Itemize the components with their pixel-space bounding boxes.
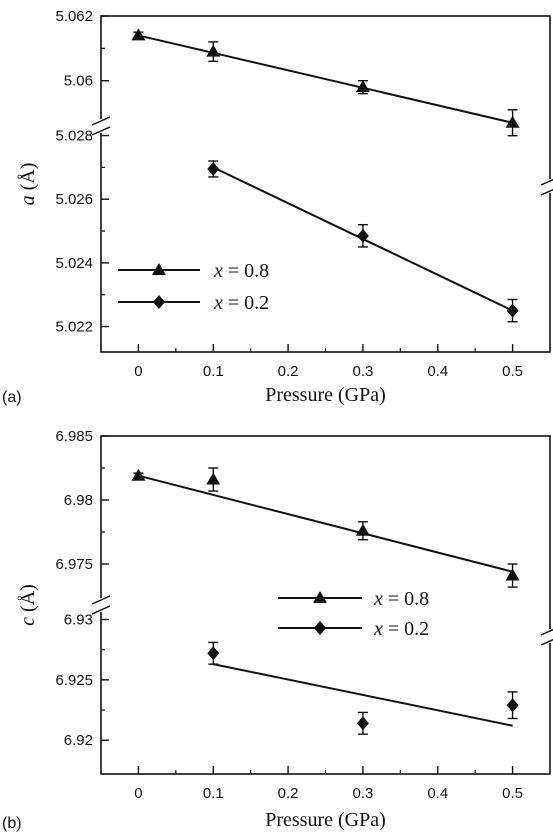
- legend-label: x = 0.8: [373, 588, 429, 610]
- data-point: [206, 472, 221, 485]
- y-tick-label: 5.062: [55, 8, 93, 25]
- data-point: [355, 523, 370, 536]
- x-tick-label: 0.4: [427, 785, 448, 802]
- data-point: [131, 28, 146, 41]
- y-tick-label: 6.93: [64, 611, 93, 628]
- data-point: [207, 161, 220, 176]
- y-tick-label: 5.028: [55, 128, 93, 145]
- axis-break-left-line: [91, 126, 111, 136]
- x-tick-label: 0.2: [278, 785, 299, 802]
- x-axis-title: Pressure (GPa): [265, 809, 386, 831]
- axis-break-right-gap: [542, 179, 553, 193]
- x-tick-label: 0.4: [427, 363, 448, 380]
- y-axis-title-variable: c: [17, 617, 39, 626]
- y-tick-label: 6.92: [64, 732, 93, 749]
- legend-label-variable: x: [373, 588, 383, 610]
- y-tick-label: 6.975: [55, 556, 93, 573]
- y-tick-label: 5.06: [64, 73, 93, 90]
- axis-break-right-line: [540, 178, 553, 186]
- data-point: [506, 303, 519, 318]
- y-axis-title-unit: (Å): [17, 163, 39, 196]
- axis-break-left-line: [91, 595, 111, 605]
- y-axis-title: a (Å): [17, 163, 39, 206]
- legend-label: x = 0.8: [213, 260, 269, 282]
- data-point: [356, 228, 369, 243]
- x-tick-label: 0: [134, 785, 142, 802]
- axis-break-right-line: [540, 638, 553, 646]
- data-point: [505, 115, 520, 128]
- y-tick-label: 5.026: [55, 191, 93, 208]
- y-tick-label: 6.925: [55, 672, 93, 689]
- series-triangle: [131, 467, 520, 588]
- x-axis-title: Pressure (GPa): [265, 384, 386, 406]
- axis-break-left-line: [91, 116, 111, 126]
- y-tick-label: 6.985: [55, 428, 93, 445]
- y-axis-title-variable: a: [17, 195, 39, 205]
- legend-marker: [314, 621, 326, 635]
- legend: x = 0.8x = 0.2: [278, 588, 429, 640]
- data-point: [206, 44, 221, 57]
- legend: x = 0.8x = 0.2: [118, 260, 269, 314]
- chart-panel-a: 0 0.1 0.2 0.3 0.4 0.5 5.062 5.06 5.028 5.026 5.024…: [2, 8, 553, 406]
- data-point: [356, 716, 369, 731]
- legend-marker: [313, 591, 327, 603]
- panel-label: (b): [2, 815, 22, 832]
- x-tick-label: 0.5: [502, 363, 523, 380]
- axis-break-right-gap: [542, 629, 553, 643]
- series-triangle: [131, 28, 520, 137]
- axis-break-right-line: [540, 628, 553, 636]
- y-tick-label: 5.022: [55, 319, 93, 336]
- x-tick-label: 0: [134, 363, 142, 380]
- x-tick-label: 0.3: [352, 785, 373, 802]
- data-point: [505, 568, 520, 581]
- legend-label: x = 0.2: [373, 618, 429, 640]
- fit-line: [138, 474, 513, 573]
- axis-break-right-line: [540, 188, 553, 196]
- x-tick-label: 0.3: [352, 363, 373, 380]
- y-tick-label: 5.024: [55, 255, 93, 272]
- data-point: [131, 468, 146, 481]
- legend-label-variable: x: [213, 292, 223, 314]
- x-tick-label: 0.1: [203, 785, 224, 802]
- data-point: [207, 646, 220, 661]
- legend-label-variable: x: [213, 260, 223, 282]
- legend-label: x = 0.2: [213, 292, 269, 314]
- y-tick-label: 6.98: [64, 492, 93, 509]
- x-tick-label: 0.2: [278, 363, 299, 380]
- axis-break-left-line: [91, 605, 111, 615]
- plot-frame: [100, 435, 551, 775]
- y-axis-title-unit: (Å): [17, 584, 39, 617]
- chart-panel-b: 0 0.1 0.2 0.3 0.4 0.5 6.985 6.98 6.975 6.93 6.925 6…: [2, 428, 553, 832]
- legend-label-value: = 0.8: [383, 588, 429, 610]
- legend-label-value: = 0.2: [223, 292, 269, 314]
- series-diamond: [207, 160, 519, 323]
- panel-label: (a): [2, 389, 22, 406]
- legend-label-value: = 0.8: [223, 260, 269, 282]
- x-tick-label: 0.1: [203, 363, 224, 380]
- data-point: [355, 80, 370, 93]
- series-diamond: [207, 641, 519, 735]
- fit-line: [138, 34, 513, 124]
- y-axis-title: c (Å): [17, 584, 39, 626]
- x-tick-label: 0.5: [502, 785, 523, 802]
- legend-label-value: = 0.2: [383, 618, 429, 640]
- legend-label-variable: x: [373, 618, 383, 640]
- legend-marker: [153, 295, 165, 309]
- fit-line: [213, 663, 513, 727]
- data-point: [506, 698, 519, 713]
- legend-marker: [152, 263, 166, 275]
